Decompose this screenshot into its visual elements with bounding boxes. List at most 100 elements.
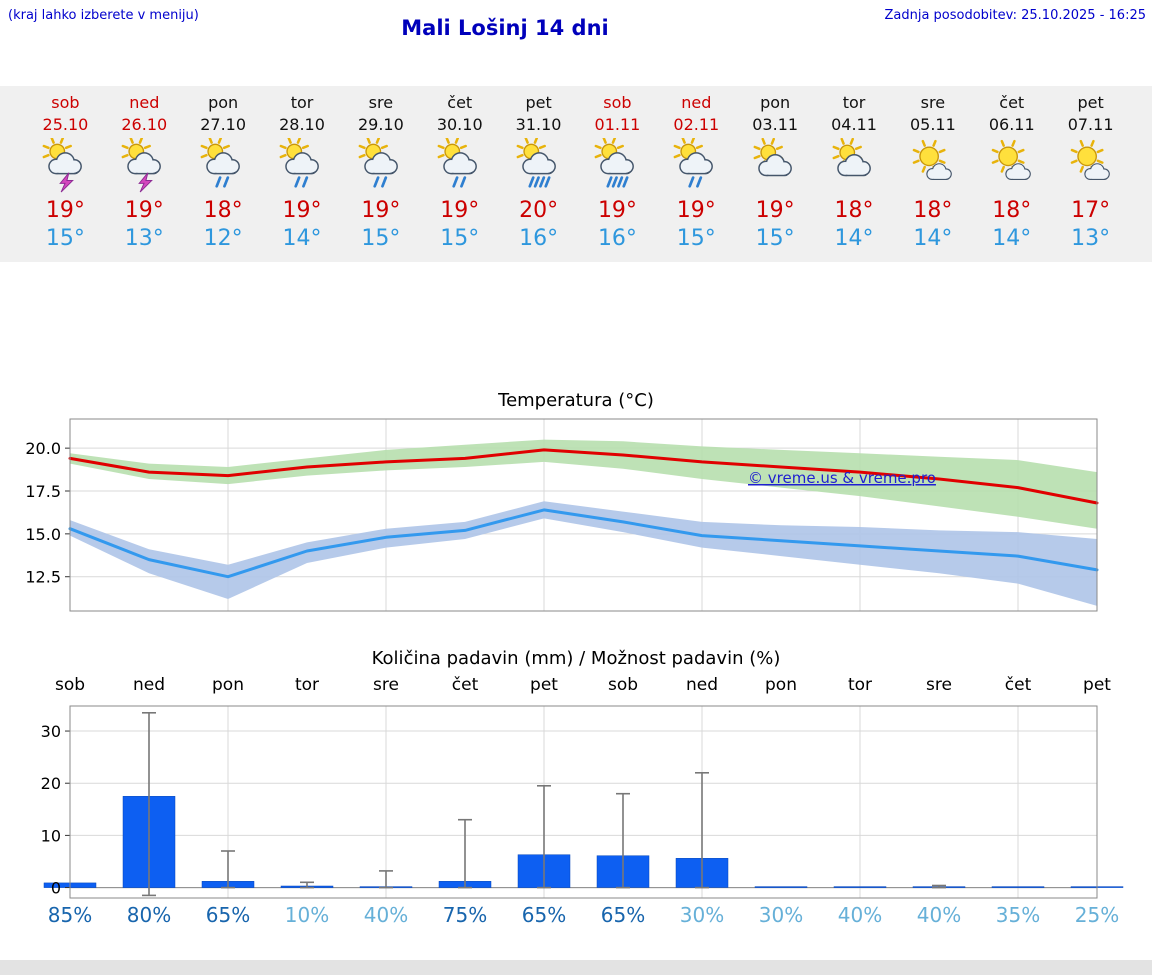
rain-icon xyxy=(673,136,714,188)
temperature-chart-title: Temperatura (°C) xyxy=(498,390,654,411)
low-temp: 13° xyxy=(1071,226,1111,251)
weather-icon-wrap xyxy=(972,138,1051,198)
weather-icon-wrap xyxy=(1051,138,1130,198)
precip-day-label: sob xyxy=(54,675,86,695)
day-name: tor xyxy=(290,93,314,112)
precip-probability: 25% xyxy=(1074,903,1120,927)
high-temp: 19° xyxy=(45,198,85,223)
forecast-day-29.10[interactable]: sre 29.10 19° 15° xyxy=(341,92,420,262)
forecast-day-04.11[interactable]: tor 04.11 18° 14° xyxy=(815,92,894,262)
heavy-rain-icon xyxy=(516,136,556,188)
high-temp: 18° xyxy=(203,198,243,223)
low-temp: 12° xyxy=(203,226,243,251)
weather-icon-wrap xyxy=(263,136,342,198)
high-temp: 19° xyxy=(755,198,795,223)
last-update-text: Zadnja posodobitev: 25.10.2025 - 16:25 xyxy=(884,8,1146,23)
precip-probability: 65% xyxy=(600,903,646,927)
mostly-sunny-icon xyxy=(991,139,1031,181)
weather-icon-wrap xyxy=(499,136,578,198)
forecast-day-25.10[interactable]: sob 25.10 19° 15° xyxy=(26,92,105,262)
high-temp: 19° xyxy=(440,198,480,223)
day-date: 02.11 xyxy=(673,115,720,134)
day-name: pon xyxy=(760,93,791,112)
day-date: 26.10 xyxy=(121,115,168,134)
precip-probability: 30% xyxy=(679,903,725,927)
y-tick-label: 10 xyxy=(41,826,61,845)
precip-bar xyxy=(833,886,887,888)
max-temp-band xyxy=(70,439,1097,529)
weather-icon-wrap xyxy=(420,136,499,198)
forecast-day-31.10[interactable]: pet 31.10 20° 16° xyxy=(499,92,578,262)
thunder-icon xyxy=(43,136,83,193)
temperature-chart: 12.5 15.0 17.5 20.0 © vreme.us & vreme.pro xyxy=(25,418,1099,612)
forecast-day-02.11[interactable]: ned 02.11 19° 15° xyxy=(657,92,736,262)
rain-icon xyxy=(279,136,319,188)
forecast-day-06.11[interactable]: čet 06.11 18° 14° xyxy=(972,92,1051,262)
day-date: 04.11 xyxy=(831,115,877,134)
high-temp: 19° xyxy=(282,198,322,223)
low-temp: 15° xyxy=(361,226,401,251)
low-temp: 15° xyxy=(755,226,795,251)
min-temp-line xyxy=(68,508,1099,579)
precip-probability-row: 85% 80% 65% 10% 40% 75% 65% 65% 30% 30% 40% 40% 35% 2… xyxy=(0,903,1152,929)
day-name: sob xyxy=(603,93,632,112)
forecast-day-26.10[interactable]: ned 26.10 19° 13° xyxy=(105,92,184,262)
precip-day-label: ned xyxy=(685,675,719,695)
forecast-day-03.11[interactable]: pon 03.11 19° 15° xyxy=(736,92,815,262)
day-date: 01.11 xyxy=(594,115,641,134)
precip-day-labels-row: sob ned pon tor sre čet pet sob ned pon tor sre čet p… xyxy=(0,675,1152,701)
precip-probability: 40% xyxy=(837,903,883,927)
low-temp: 16° xyxy=(597,226,637,251)
mostly-sunny-icon xyxy=(1070,139,1110,181)
forecast-day-27.10[interactable]: pon 27.10 18° 12° xyxy=(184,92,263,262)
weather-icon-wrap xyxy=(893,138,972,198)
y-tick-label: 20.0 xyxy=(25,439,61,458)
precip-probability: 75% xyxy=(442,903,488,927)
high-temp: 18° xyxy=(913,198,953,223)
forecast-day-28.10[interactable]: tor 28.10 19° 14° xyxy=(263,92,342,262)
y-tick-label: 15.0 xyxy=(25,525,61,544)
high-temp: 19° xyxy=(361,198,401,223)
day-date: 28.10 xyxy=(279,115,325,134)
weather-icon-wrap xyxy=(341,136,420,198)
high-temp: 19° xyxy=(597,198,637,223)
forecast-day-05.11[interactable]: sre 05.11 18° 14° xyxy=(893,92,972,262)
weather-icon-wrap xyxy=(657,136,736,198)
y-tick-label: 20 xyxy=(41,774,61,793)
day-name: čet xyxy=(999,93,1025,112)
rain-icon xyxy=(358,136,398,188)
precip-probability: 85% xyxy=(47,903,93,927)
low-temp: 16° xyxy=(519,226,559,251)
y-tick-label: 12.5 xyxy=(25,568,61,587)
precip-day-label: čet xyxy=(1004,675,1032,695)
forecast-day-07.11[interactable]: pet 07.11 17° 13° xyxy=(1051,92,1130,262)
day-name: sob xyxy=(51,93,80,112)
heavy-rain-icon xyxy=(595,136,635,188)
day-date: 05.11 xyxy=(909,115,956,134)
weather-icon-wrap xyxy=(26,136,105,198)
day-name: tor xyxy=(842,93,866,112)
high-temp: 17° xyxy=(1071,198,1111,223)
low-temp: 15° xyxy=(676,226,716,251)
footer-bar xyxy=(0,960,1152,975)
watermark-link[interactable]: © vreme.us & vreme.pro xyxy=(748,469,936,487)
y-tick-label: 17.5 xyxy=(25,482,61,501)
precip-bar xyxy=(754,886,808,888)
precip-probability: 10% xyxy=(284,903,330,927)
day-date: 29.10 xyxy=(357,115,404,134)
precip-day-label: pet xyxy=(530,675,558,695)
day-date: 06.11 xyxy=(988,115,1035,134)
day-date: 30.10 xyxy=(436,115,483,134)
precip-probability: 40% xyxy=(916,903,962,927)
day-date: 03.11 xyxy=(752,115,799,134)
precip-day-label: tor xyxy=(294,675,320,695)
weather-icon-wrap xyxy=(736,137,815,198)
max-temp-line xyxy=(68,448,1099,505)
forecast-day-30.10[interactable]: čet 30.10 19° 15° xyxy=(420,92,499,262)
rain-icon xyxy=(200,136,241,188)
forecast-day-01.11[interactable]: sob 01.11 19° 16° xyxy=(578,92,657,262)
rain-icon xyxy=(437,136,477,188)
y-tick-label: 30 xyxy=(41,722,61,741)
precip-probability: 65% xyxy=(521,903,567,927)
precip-bar xyxy=(991,886,1045,888)
